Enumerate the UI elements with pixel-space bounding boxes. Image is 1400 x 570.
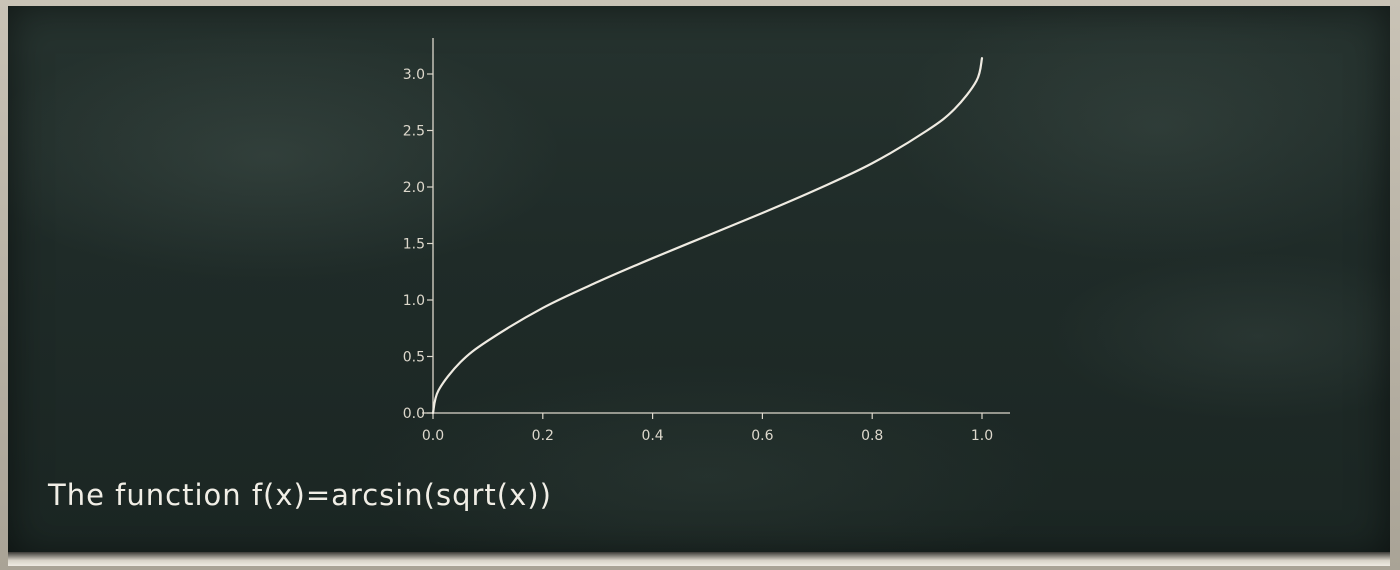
x-tick-label: 0.4 bbox=[641, 428, 663, 444]
y-tick-label: 1.0 bbox=[403, 293, 425, 309]
y-tick-label: 1.5 bbox=[403, 237, 425, 253]
x-tick-label: 1.0 bbox=[971, 428, 993, 444]
y-tick-label: 3.0 bbox=[403, 67, 425, 83]
x-tick-label: 0.0 bbox=[422, 428, 444, 444]
x-tick-label: 0.6 bbox=[751, 428, 773, 444]
y-tick-label: 2.5 bbox=[403, 124, 425, 140]
caption: The function f(x)=arcsin(sqrt(x)) bbox=[48, 478, 552, 512]
axes bbox=[422, 38, 1010, 414]
x-ticks: 0.0 0.2 0.4 0.6 0.8 1.0 bbox=[422, 413, 993, 444]
series-group bbox=[431, 57, 984, 415]
y-tick-label: 0.5 bbox=[403, 350, 425, 366]
x-tick-label: 0.2 bbox=[532, 428, 554, 444]
series-line-0 bbox=[431, 57, 984, 415]
chalkboard bbox=[8, 6, 1390, 558]
y-tick-label: 0.0 bbox=[403, 406, 425, 422]
chalk-tray bbox=[8, 552, 1390, 566]
y-ticks: 0.0 0.5 1.0 1.5 2.0 2.5 3.0 bbox=[403, 67, 433, 422]
x-tick-label: 0.8 bbox=[861, 428, 883, 444]
y-tick-label: 2.0 bbox=[403, 180, 425, 196]
